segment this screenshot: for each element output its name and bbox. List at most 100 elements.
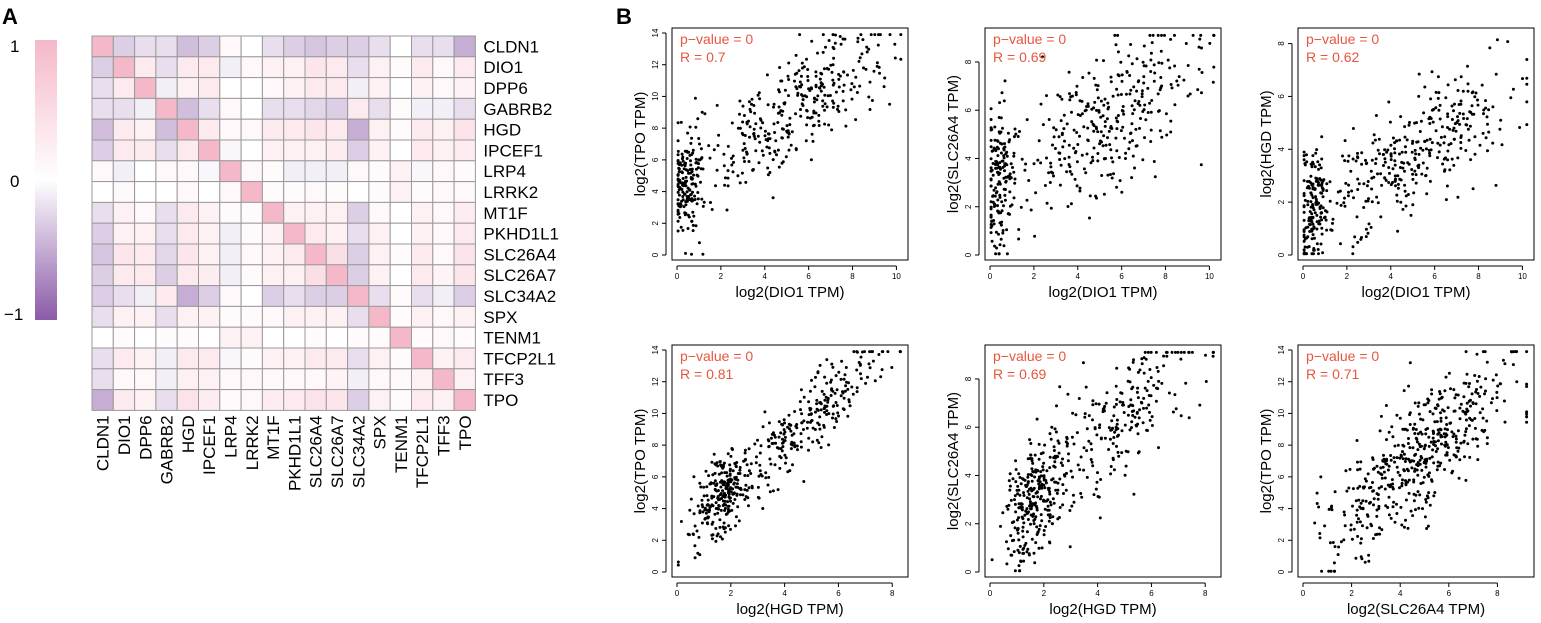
heatmap-cell — [453, 305, 476, 328]
heatmap-cell — [411, 201, 434, 224]
scatter-point — [1034, 468, 1038, 472]
heatmap-cell — [261, 160, 285, 183]
scatter-point — [1004, 180, 1008, 184]
scatter-point — [1325, 189, 1329, 193]
scatter-point — [726, 483, 730, 487]
scatter-point — [678, 216, 682, 219]
scatter-point — [1387, 513, 1391, 517]
scatter-point — [1142, 44, 1146, 48]
scatter-point — [1352, 196, 1355, 200]
scatter-point — [991, 162, 995, 165]
scatter-point — [1358, 520, 1362, 524]
scatter-point — [854, 75, 858, 79]
heatmap-cell — [240, 222, 263, 245]
scatter-point — [1404, 194, 1408, 198]
scatter-point — [769, 436, 773, 440]
scatter-point — [1022, 559, 1026, 563]
scatter-point — [1021, 517, 1025, 521]
scatter-point — [822, 67, 826, 71]
scatter-point — [1319, 204, 1323, 208]
scatter-point — [785, 129, 789, 133]
y-tick-label: 8 — [651, 442, 660, 447]
heatmap-cell — [411, 97, 434, 120]
scatter-point — [683, 162, 687, 166]
scatter-point — [722, 465, 725, 469]
scatter-point — [1407, 478, 1411, 482]
scatter-point — [838, 35, 842, 38]
scatter-point — [1458, 406, 1462, 410]
scatter-point — [1333, 569, 1337, 573]
scatter-point — [684, 175, 688, 179]
scatter-point — [1426, 401, 1430, 405]
scatter-point — [1133, 415, 1137, 419]
scatter-point — [1343, 513, 1347, 517]
scatter-point — [1309, 174, 1313, 178]
scatter-point — [1371, 489, 1375, 493]
scatter-point — [754, 461, 758, 465]
scatter-point — [1339, 540, 1343, 544]
scatter-point — [1306, 225, 1310, 229]
scatter-point — [781, 437, 784, 441]
heatmap-cell — [304, 389, 327, 411]
scatter-point — [810, 378, 813, 382]
scatter-point — [1071, 411, 1075, 415]
scatter-point — [1423, 139, 1427, 143]
scatter-point — [726, 169, 730, 173]
scatter-point — [1101, 144, 1105, 148]
scatter-point — [1525, 415, 1529, 419]
heatmap-cell — [432, 139, 455, 162]
scatter-point — [1511, 350, 1515, 354]
y-axis-title: log2(TPO TPM) — [632, 92, 649, 197]
scatter-point — [861, 38, 865, 42]
heatmap-cell — [240, 368, 263, 391]
scatter-point — [1043, 486, 1047, 490]
scatter-point — [823, 122, 827, 126]
x-tick-label: 4 — [782, 589, 787, 598]
scatter-point — [1099, 436, 1103, 440]
scatter-point — [1476, 98, 1479, 102]
scatter-point — [1018, 544, 1022, 548]
scatter-point — [1158, 88, 1162, 92]
scatter-point — [680, 163, 684, 167]
scatter-point — [1421, 418, 1425, 422]
scatter-point — [1059, 119, 1063, 123]
scatter-point — [1098, 426, 1101, 430]
scatter-point — [692, 533, 695, 536]
scatter-point — [1021, 525, 1025, 529]
scatter-point — [822, 423, 826, 427]
scatter-point — [1113, 33, 1117, 37]
scatter-point — [1378, 526, 1381, 530]
y-tick-label: 8 — [651, 125, 660, 130]
scatter-point — [1114, 425, 1118, 429]
scatter-point — [735, 493, 739, 497]
heatmap-cell — [91, 35, 114, 58]
scatter-point — [1436, 460, 1440, 464]
y-axis-title: log2(SLC26A4 TPM) — [945, 392, 962, 530]
scatter-point — [1401, 443, 1405, 447]
scatter-point — [1386, 148, 1390, 152]
scatter-point — [1153, 175, 1157, 179]
scatter-point — [1364, 158, 1367, 162]
scatter-point — [1436, 447, 1440, 451]
scatter-point — [1015, 518, 1019, 522]
heatmap-cell — [283, 139, 306, 162]
scatter-point — [1049, 165, 1053, 169]
scatter-point — [1438, 117, 1442, 121]
scatter-point — [831, 416, 834, 420]
scatter-point — [1169, 37, 1173, 41]
heatmap-cell — [411, 35, 434, 58]
scatter-point — [1034, 515, 1038, 519]
heatmap-cell — [176, 326, 199, 349]
scatter-point — [1302, 154, 1306, 158]
heatmap-cell — [155, 347, 178, 370]
scatter-point — [818, 427, 822, 431]
scatter-point — [1470, 104, 1474, 108]
heatmap-cell — [325, 264, 349, 287]
scatter-point — [1464, 350, 1468, 354]
scatter-point — [805, 95, 809, 99]
scatter-point — [1025, 496, 1029, 500]
scatter-point — [766, 438, 770, 442]
scatter-point — [837, 370, 841, 374]
scatter-point — [1076, 143, 1080, 146]
scatter-point — [844, 384, 848, 388]
